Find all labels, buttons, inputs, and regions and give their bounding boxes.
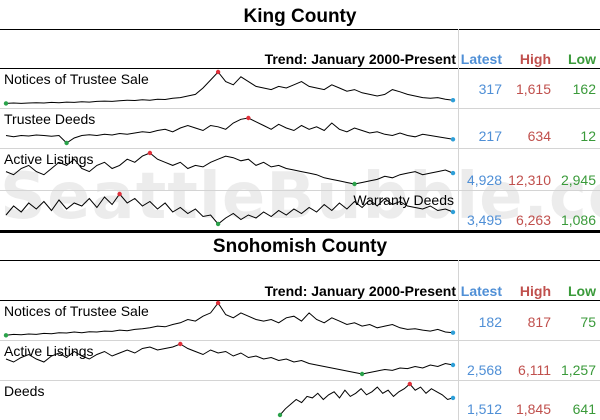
low-marker xyxy=(359,371,365,377)
low-marker xyxy=(215,221,221,227)
column-divider xyxy=(458,260,459,420)
row-label-king-notices: Notices of Trustee Sale xyxy=(4,71,149,87)
col-low-snohomish: Low xyxy=(568,283,596,299)
latest-marker xyxy=(450,362,456,368)
low-king-active-listings: 2,945 xyxy=(560,172,596,188)
row-label-snohomish-notices: Notices of Trustee Sale xyxy=(4,303,149,319)
divider xyxy=(0,380,600,381)
latest-marker xyxy=(450,137,456,142)
high-marker xyxy=(147,150,153,156)
sparkline-path xyxy=(5,71,454,104)
low-snohomish-notices: 75 xyxy=(580,314,596,330)
latest-marker xyxy=(450,330,456,335)
col-high-snohomish: High xyxy=(519,283,551,299)
sparkline-path xyxy=(5,152,454,185)
high-marker xyxy=(215,69,221,75)
trend-label-king: Trend: January 2000-Present xyxy=(264,51,456,67)
high-marker xyxy=(178,341,183,347)
sparkline-king-active-listings xyxy=(5,150,456,187)
high-king-notices: 1,615 xyxy=(515,81,551,97)
latest-snohomish-active-listings: 2,568 xyxy=(466,362,502,378)
col-latest-king: Latest xyxy=(460,51,502,67)
sparkline-king-notices xyxy=(3,69,456,106)
high-snohomish-notices: 817 xyxy=(527,314,551,330)
sparkline-path xyxy=(5,117,454,144)
high-marker xyxy=(117,191,122,197)
high-marker xyxy=(215,300,221,306)
low-marker xyxy=(3,333,9,338)
divider xyxy=(0,108,600,109)
sparkline-snohomish-active-listings xyxy=(5,341,456,377)
divider xyxy=(0,300,600,301)
latest-snohomish-deeds: 1,512 xyxy=(466,401,502,417)
low-king-trustee-deeds: 12 xyxy=(580,128,596,144)
low-snohomish-active-listings: 1,257 xyxy=(560,362,596,378)
latest-king-active-listings: 4,928 xyxy=(466,172,502,188)
high-marker xyxy=(246,115,251,121)
divider xyxy=(0,190,600,191)
sparkline-path xyxy=(5,343,454,375)
latest-king-notices: 317 xyxy=(478,81,502,97)
latest-king-trustee-deeds: 217 xyxy=(478,128,502,144)
latest-marker xyxy=(450,170,456,176)
high-king-warranty-deeds: 6,263 xyxy=(515,212,551,228)
low-marker xyxy=(3,101,9,106)
col-high-king: High xyxy=(519,51,551,67)
high-king-trustee-deeds: 634 xyxy=(527,128,551,144)
latest-king-warranty-deeds: 3,495 xyxy=(466,212,502,228)
sparkline-path xyxy=(5,302,454,336)
latest-snohomish-notices: 182 xyxy=(478,314,502,330)
col-latest-snohomish: Latest xyxy=(460,283,502,299)
latest-marker xyxy=(450,209,456,215)
low-king-warranty-deeds: 1,086 xyxy=(560,212,596,228)
divider xyxy=(0,148,600,149)
col-low-king: Low xyxy=(568,51,596,67)
low-marker xyxy=(64,140,69,146)
low-marker xyxy=(352,181,357,187)
row-label-king-active-listings: Active Listings xyxy=(4,151,94,167)
section-title-snohomish: Snohomish County xyxy=(212,236,388,257)
section-divider xyxy=(0,230,600,233)
sparkline-snohomish-notices xyxy=(3,300,456,338)
latest-marker xyxy=(450,395,456,401)
divider xyxy=(0,68,600,69)
sparkline-path xyxy=(279,383,454,416)
low-marker xyxy=(277,412,283,418)
high-snohomish-deeds: 1,845 xyxy=(515,401,551,417)
row-label-king-warranty-deeds: Warranty Deeds xyxy=(353,192,454,208)
latest-marker xyxy=(450,98,456,103)
section-title-king: King County xyxy=(243,6,357,27)
high-king-active-listings: 12,310 xyxy=(508,172,551,188)
sparkline-king-warranty-deeds xyxy=(5,191,456,227)
row-label-king-trustee-deeds: Trustee Deeds xyxy=(4,111,96,127)
sparkline-path xyxy=(5,193,454,225)
low-snohomish-deeds: 641 xyxy=(572,401,596,417)
high-snohomish-active-listings: 6,111 xyxy=(518,362,551,378)
low-king-notices: 162 xyxy=(572,81,596,97)
divider xyxy=(0,340,600,341)
divider xyxy=(0,29,600,30)
row-label-snohomish-deeds: Deeds xyxy=(4,383,45,399)
sparkline-king-trustee-deeds xyxy=(5,115,456,146)
divider xyxy=(0,260,600,261)
column-divider xyxy=(458,29,459,230)
trend-label-snohomish: Trend: January 2000-Present xyxy=(264,283,456,299)
sparkline-snohomish-deeds xyxy=(277,381,456,418)
high-marker xyxy=(407,381,412,387)
